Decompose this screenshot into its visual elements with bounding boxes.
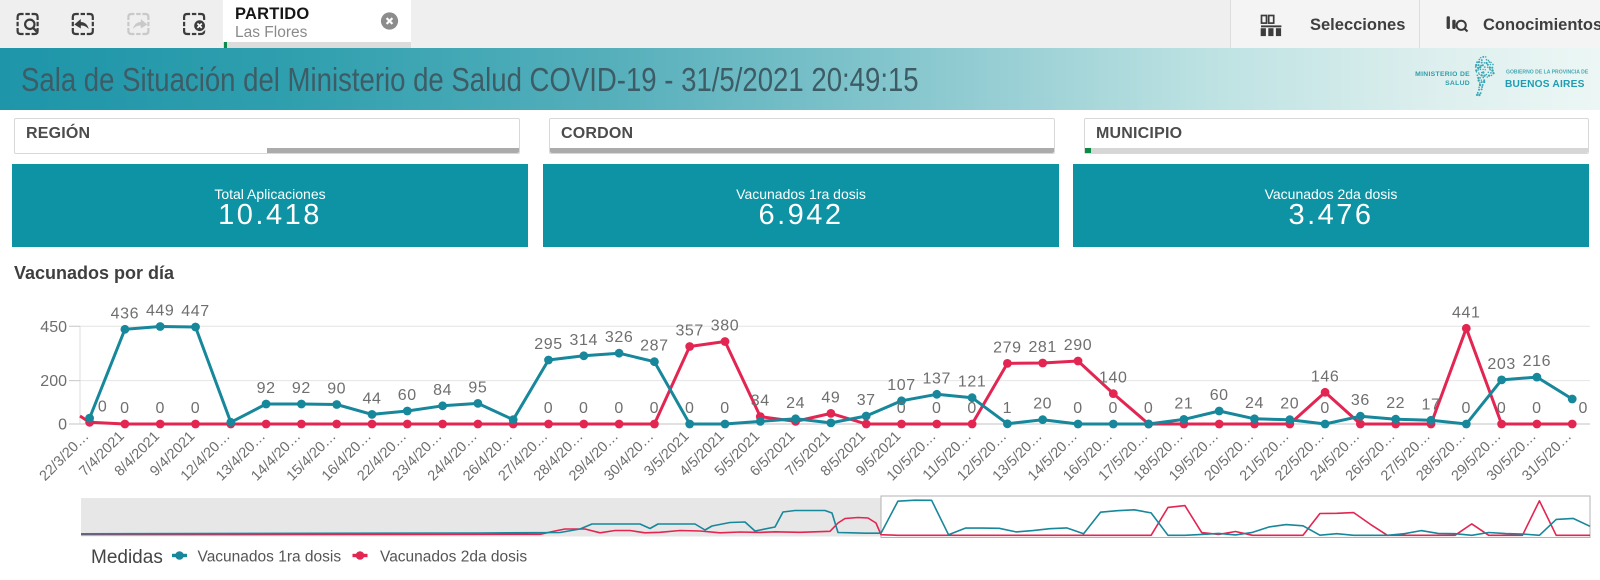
svg-text:287: 287 xyxy=(640,338,669,355)
svg-text:140: 140 xyxy=(1099,370,1128,387)
svg-text:60: 60 xyxy=(398,387,417,404)
svg-text:SALUD: SALUD xyxy=(1445,80,1470,87)
svg-text:0: 0 xyxy=(544,400,554,417)
svg-text:37: 37 xyxy=(857,392,876,409)
svg-text:95: 95 xyxy=(468,379,487,396)
svg-text:49: 49 xyxy=(821,389,840,406)
svg-text:0: 0 xyxy=(1109,400,1119,417)
svg-text:279: 279 xyxy=(993,339,1022,356)
svg-text:84: 84 xyxy=(433,382,452,399)
svg-text:0: 0 xyxy=(720,400,730,417)
svg-text:44: 44 xyxy=(363,390,382,407)
svg-text:BUENOS AIRES: BUENOS AIRES xyxy=(1505,79,1585,90)
svg-text:21: 21 xyxy=(1174,395,1193,412)
svg-text:MINISTERIO DE: MINISTERIO DE xyxy=(1415,71,1470,78)
svg-text:GOBIERNO DE LA PROVINCIA DE: GOBIERNO DE LA PROVINCIA DE xyxy=(1506,70,1589,76)
svg-text:146: 146 xyxy=(1311,368,1340,385)
svg-text:0: 0 xyxy=(579,400,589,417)
svg-text:24: 24 xyxy=(786,395,805,412)
svg-text:0: 0 xyxy=(58,417,67,434)
svg-text:0: 0 xyxy=(1497,400,1507,417)
svg-text:92: 92 xyxy=(257,380,276,397)
svg-text:20: 20 xyxy=(1033,396,1052,413)
svg-text:24: 24 xyxy=(1245,395,1264,412)
svg-text:0: 0 xyxy=(1073,400,1083,417)
svg-text:0: 0 xyxy=(1320,400,1330,417)
svg-text:0: 0 xyxy=(98,398,108,415)
svg-text:0: 0 xyxy=(685,400,695,417)
svg-text:216: 216 xyxy=(1523,353,1552,370)
svg-text:0: 0 xyxy=(1578,400,1588,417)
svg-text:60: 60 xyxy=(1210,387,1229,404)
svg-text:1: 1 xyxy=(1003,400,1013,417)
svg-text:449: 449 xyxy=(146,303,175,320)
svg-text:447: 447 xyxy=(181,303,210,320)
svg-text:380: 380 xyxy=(711,318,740,335)
svg-text:Vacunados 2da dosis: Vacunados 2da dosis xyxy=(380,549,527,566)
svg-text:203: 203 xyxy=(1487,356,1516,373)
svg-text:357: 357 xyxy=(675,323,704,340)
svg-text:326: 326 xyxy=(605,329,634,346)
svg-text:0: 0 xyxy=(897,400,907,417)
svg-text:137: 137 xyxy=(923,370,952,387)
svg-text:34: 34 xyxy=(751,393,770,410)
svg-text:281: 281 xyxy=(1028,339,1057,356)
svg-text:0: 0 xyxy=(650,400,660,417)
svg-text:0: 0 xyxy=(120,400,130,417)
svg-text:20: 20 xyxy=(1280,396,1299,413)
svg-text:0: 0 xyxy=(932,400,942,417)
svg-text:Vacunados 1ra dosis: Vacunados 1ra dosis xyxy=(198,549,342,566)
svg-text:0: 0 xyxy=(1144,400,1154,417)
svg-text:0: 0 xyxy=(191,400,201,417)
svg-text:0: 0 xyxy=(1462,400,1472,417)
svg-text:0: 0 xyxy=(155,400,165,417)
svg-text:Medidas: Medidas xyxy=(91,547,163,568)
svg-text:92: 92 xyxy=(292,380,311,397)
svg-text:0: 0 xyxy=(614,400,624,417)
svg-text:314: 314 xyxy=(570,332,599,349)
svg-text:450: 450 xyxy=(40,319,67,336)
svg-text:0: 0 xyxy=(967,400,977,417)
svg-text:436: 436 xyxy=(111,305,140,322)
svg-text:441: 441 xyxy=(1452,304,1481,321)
svg-text:121: 121 xyxy=(958,374,987,391)
svg-text:0: 0 xyxy=(1532,400,1542,417)
svg-text:107: 107 xyxy=(887,377,916,394)
svg-text:17: 17 xyxy=(1422,396,1441,413)
svg-text:290: 290 xyxy=(1064,337,1093,354)
svg-text:200: 200 xyxy=(40,373,67,390)
svg-text:90: 90 xyxy=(327,381,346,398)
svg-text:36: 36 xyxy=(1351,392,1370,409)
svg-text:295: 295 xyxy=(534,336,563,353)
svg-text:22: 22 xyxy=(1386,395,1405,412)
